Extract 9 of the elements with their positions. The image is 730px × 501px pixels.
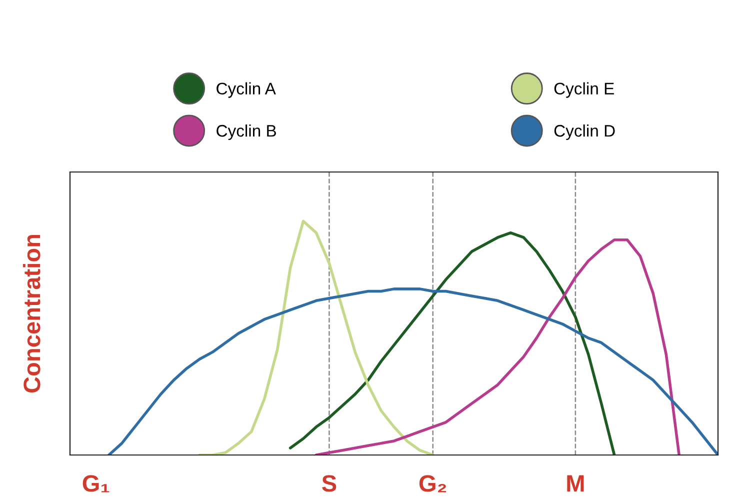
legend-label: Cyclin E [554, 82, 614, 98]
legend-label: Cyclin A [216, 82, 276, 98]
y-axis-title: Concentration [22, 234, 40, 393]
x-tick-label: S [322, 475, 336, 492]
x-tick-label: G₂ [419, 475, 446, 492]
legend-label: Cyclin B [216, 124, 276, 140]
legend-label: Cyclin D [554, 124, 615, 140]
x-tick-label: G₁ [82, 475, 110, 492]
x-tick-label: M [567, 475, 584, 492]
